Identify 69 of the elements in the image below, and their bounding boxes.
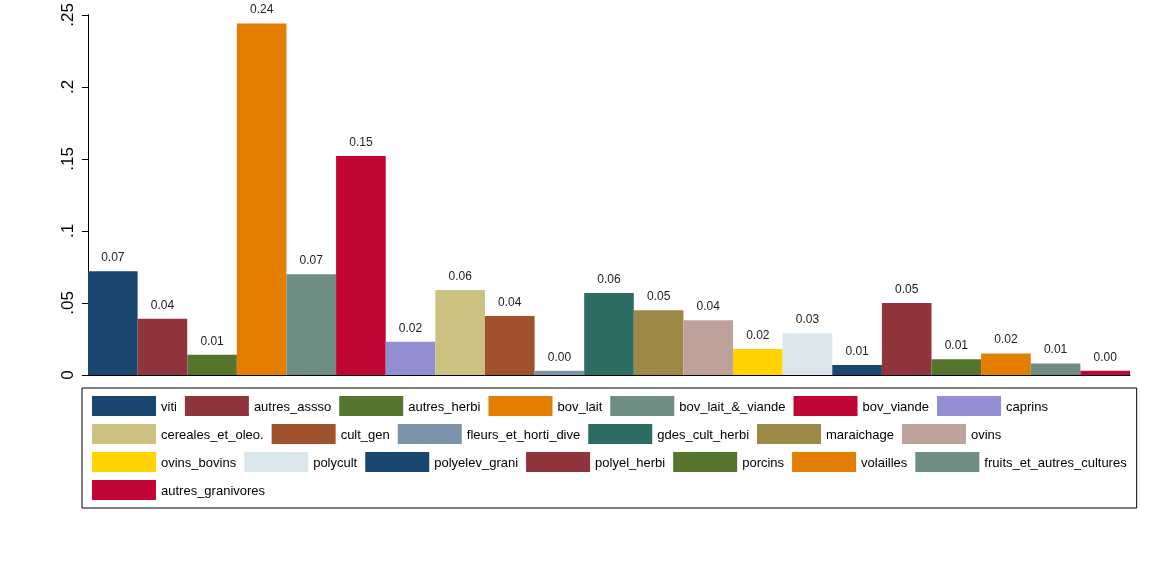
legend-label: maraichage: [826, 426, 894, 442]
legend-label: viti: [161, 398, 177, 414]
legend-label: porcins: [742, 454, 785, 470]
legend-label: cult_gen: [340, 426, 390, 442]
data-label: 0.02: [746, 328, 770, 343]
bar: [733, 349, 783, 375]
bar: [881, 302, 932, 375]
legend-label: bov_viande: [862, 398, 930, 414]
y-tick-label: 0: [58, 370, 77, 380]
legend-label: gdes_cult_herbi: [657, 426, 750, 442]
bar: [336, 156, 386, 375]
y-tick-label: .25: [58, 3, 77, 27]
legend-label: fleurs_et_horti_dive: [466, 426, 581, 442]
legend-label: ovins: [970, 426, 1002, 442]
bar: [236, 23, 287, 375]
bar: [435, 290, 485, 375]
bar: [931, 359, 982, 375]
data-label: 0.01: [200, 333, 225, 348]
data-label: 0.06: [597, 271, 621, 286]
bar: [534, 370, 585, 375]
data-label: 0.15: [349, 135, 373, 150]
legend-label: polyel_herbi: [595, 454, 666, 470]
data-label: 0.05: [646, 289, 671, 304]
data-label: 0.01: [1043, 342, 1068, 357]
data-label: 0.04: [150, 297, 175, 312]
legend-label: fruits_et_autres_cultures: [984, 454, 1128, 470]
data-label: 0.05: [895, 281, 919, 296]
y-tick-label: .1: [58, 223, 77, 239]
data-label: 0.00: [1093, 349, 1118, 364]
legend-label: ovins_bovins: [161, 454, 237, 470]
legend-label: polycult: [313, 454, 358, 470]
bar: [187, 354, 237, 375]
y-tick-label: .15: [58, 147, 77, 171]
bar: [584, 292, 634, 375]
legend-label: autres_granivores: [161, 482, 266, 498]
data-label: 0.02: [398, 320, 423, 335]
legend-label: bov_lait: [557, 398, 603, 414]
bar: [1080, 370, 1130, 375]
data-label: 0.01: [944, 338, 969, 353]
data-label: 0.07: [299, 253, 324, 268]
bar: [137, 318, 188, 375]
bar: [981, 353, 1031, 375]
legend-label: autres_assso: [253, 398, 332, 414]
legend-label: autres_herbi: [408, 398, 481, 414]
legend-label: volailles: [861, 454, 908, 470]
legend-label: bov_lait_&_viande: [679, 398, 786, 414]
data-label: 0.00: [547, 349, 572, 364]
bar: [832, 364, 882, 375]
data-label: 0.03: [795, 312, 820, 327]
data-label: 0.02: [994, 332, 1018, 347]
data-label: 0.06: [448, 269, 473, 283]
y-tick-label: .2: [58, 79, 77, 94]
bar: [782, 333, 833, 375]
bar: [1030, 363, 1081, 375]
bar: [484, 315, 535, 375]
data-label: 0.24: [249, 2, 274, 17]
bar: [88, 271, 138, 375]
bar: [385, 341, 436, 375]
legend-label: caprins: [1006, 398, 1049, 414]
bar: [683, 320, 734, 375]
legend-label: cereales_et_oleo.: [161, 426, 264, 442]
data-label: 0.04: [498, 294, 522, 309]
bar: [633, 310, 684, 375]
y-tick-label: .05: [58, 291, 77, 315]
legend-label: polyelev_grani: [434, 454, 519, 470]
data-label: 0.01: [845, 343, 870, 358]
data-label: 0.04: [696, 299, 721, 314]
bar: [286, 274, 337, 375]
data-label: 0.07: [101, 250, 125, 265]
